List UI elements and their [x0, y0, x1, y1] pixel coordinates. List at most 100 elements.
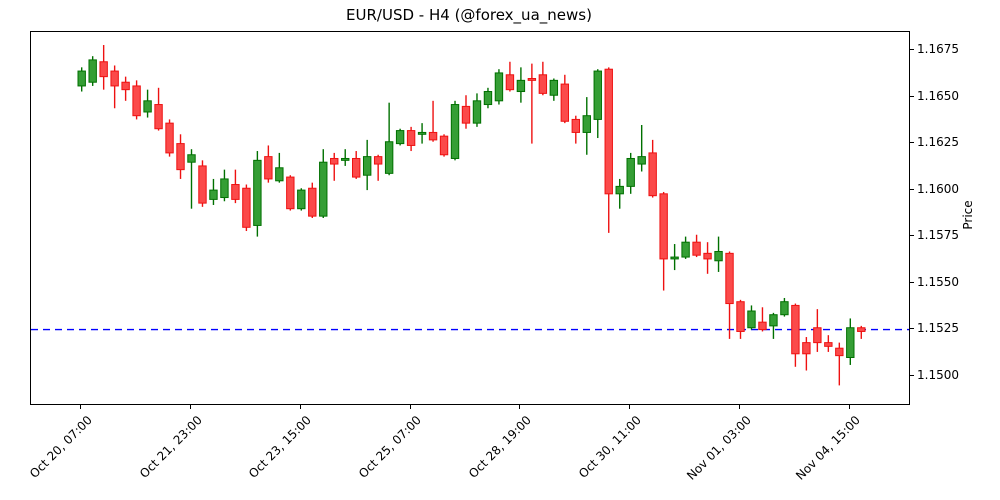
candle-down [527, 63, 537, 144]
candle-up [483, 87, 493, 109]
candle-down [725, 251, 734, 339]
plot-area [30, 31, 910, 405]
candle-down [538, 61, 548, 96]
y-tick-mark [909, 374, 914, 376]
candle-up [780, 297, 789, 317]
candle-up [615, 178, 624, 209]
candle-down [439, 134, 449, 157]
candle-up [417, 123, 427, 144]
candle-up [220, 169, 229, 202]
candle-down [165, 119, 174, 157]
candle-down [264, 145, 273, 183]
candle-up [516, 67, 526, 103]
candle-down [571, 115, 580, 144]
candle-up [846, 318, 855, 365]
candle-down [99, 45, 108, 90]
x-tick-mark [299, 404, 301, 409]
candle-up [253, 151, 262, 237]
y-tick-label: 1.1575 [917, 228, 959, 243]
candle-down [352, 151, 361, 179]
x-tick-mark [629, 404, 631, 409]
x-tick-mark [519, 404, 521, 409]
candle-down [758, 307, 767, 332]
candle-up [549, 78, 559, 101]
candle-up [341, 149, 350, 166]
candle-up [714, 236, 723, 272]
candle-up [670, 244, 679, 271]
y-tick-mark [909, 188, 914, 190]
candle-up [209, 178, 218, 205]
candle-down [659, 191, 668, 291]
x-tick-label: Oct 25, 07:00 [356, 413, 424, 481]
candle-up [319, 149, 328, 218]
x-tick-label: Oct 20, 07:00 [26, 413, 95, 481]
x-tick-mark [738, 404, 741, 409]
candle-up [77, 67, 86, 92]
candle-up [747, 305, 756, 330]
chart-title: EUR/USD - H4 (@forex_ua_news) [346, 6, 592, 24]
y-axis-title: Price [961, 200, 975, 230]
x-tick-mark [409, 404, 411, 409]
candle-down [198, 160, 207, 207]
candle-up [494, 69, 504, 105]
x-tick-label: Nov 04, 15:00 [793, 413, 864, 483]
candle-down [308, 182, 317, 218]
candle-up [450, 100, 460, 161]
y-tick-label: 1.1650 [917, 88, 959, 103]
candle-up [626, 152, 635, 194]
candle-down [791, 303, 800, 367]
candle-up [681, 236, 690, 259]
candle-up [275, 152, 284, 183]
x-tick-label: Nov 01, 03:00 [683, 413, 754, 483]
candle-down [110, 65, 119, 109]
candle-down [505, 61, 515, 92]
y-tick-label: 1.1675 [917, 42, 959, 57]
candle-down [824, 335, 833, 352]
y-tick-mark [909, 95, 914, 97]
candle-up [362, 139, 372, 191]
y-tick-label: 1.1525 [917, 321, 959, 336]
candle-down [835, 342, 844, 386]
candle-down [132, 80, 141, 120]
candle-down [242, 184, 251, 232]
candle-down [231, 169, 240, 204]
candle-down [176, 134, 185, 179]
candle-down [648, 139, 657, 198]
candle-up [187, 149, 196, 209]
candle-up [395, 128, 405, 146]
candle-down [121, 76, 130, 101]
candle-down [373, 154, 383, 181]
y-tick-label: 1.1625 [917, 135, 959, 150]
candle-up [593, 69, 602, 139]
candle-down [428, 100, 438, 142]
candle-down [154, 87, 163, 131]
y-tick-mark [909, 281, 914, 283]
candle-down [560, 74, 570, 124]
y-tick-mark [909, 328, 914, 330]
candle-down [813, 309, 822, 352]
x-tick-label: Oct 23, 15:00 [246, 413, 315, 481]
candle-down [802, 337, 811, 371]
x-tick-mark [80, 404, 82, 409]
candle-up [472, 93, 482, 127]
x-tick-label: Oct 28, 19:00 [465, 413, 534, 481]
y-tick-mark [909, 235, 914, 237]
candlestick-svg [31, 45, 909, 386]
x-tick-mark [848, 404, 850, 409]
candle-up [384, 102, 394, 176]
candle-up [297, 188, 306, 211]
candle-up [143, 89, 152, 118]
candle-down [692, 234, 701, 258]
candle-up [88, 56, 97, 86]
candle-down [330, 152, 339, 181]
candle-down [286, 175, 295, 211]
candle-down [604, 67, 613, 233]
y-tick-label: 1.1600 [917, 181, 959, 196]
candle-down [736, 299, 745, 339]
y-tick-label: 1.1550 [917, 274, 959, 289]
candle-down [857, 325, 866, 339]
candle-up [769, 312, 778, 339]
x-tick-label: Oct 21, 23:00 [136, 413, 205, 481]
candle-down [703, 242, 712, 274]
